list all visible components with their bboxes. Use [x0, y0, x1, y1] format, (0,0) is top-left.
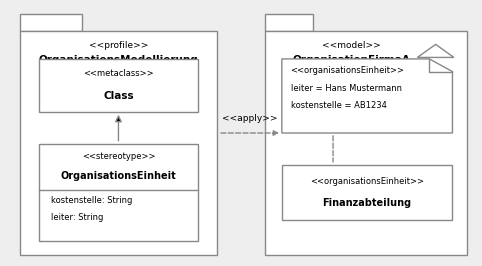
Text: <<profile>>: <<profile>> — [89, 41, 148, 50]
Text: <<apply>>: <<apply>> — [222, 114, 277, 123]
Text: kostenstelle = AB1234: kostenstelle = AB1234 — [291, 101, 387, 110]
Text: <<organisationsEinheit>>: <<organisationsEinheit>> — [291, 66, 404, 75]
Text: Class: Class — [103, 91, 134, 101]
Bar — [265, 14, 313, 31]
Bar — [20, 31, 217, 255]
Text: Finanzabteilung: Finanzabteilung — [322, 198, 412, 208]
Text: <<model>>: <<model>> — [322, 41, 381, 50]
Text: kostenstelle: String: kostenstelle: String — [51, 196, 133, 205]
Text: <<stereotype>>: <<stereotype>> — [81, 152, 155, 161]
Text: OrganisationFirmaA: OrganisationFirmaA — [293, 55, 411, 65]
Text: <<organisationsEinheit>>: <<organisationsEinheit>> — [310, 177, 424, 186]
Text: leiter: String: leiter: String — [51, 213, 104, 222]
Bar — [20, 14, 82, 31]
Bar — [282, 165, 453, 220]
Polygon shape — [282, 59, 453, 133]
Text: OrganisationsModellierung: OrganisationsModellierung — [39, 55, 198, 65]
Bar — [39, 144, 198, 242]
Text: leiter = Hans Mustermann: leiter = Hans Mustermann — [291, 84, 402, 93]
Bar — [265, 31, 467, 255]
Bar — [39, 59, 198, 112]
Text: OrganisationsEinheit: OrganisationsEinheit — [61, 171, 176, 181]
Polygon shape — [417, 44, 454, 57]
Text: <<metaclass>>: <<metaclass>> — [83, 69, 154, 78]
